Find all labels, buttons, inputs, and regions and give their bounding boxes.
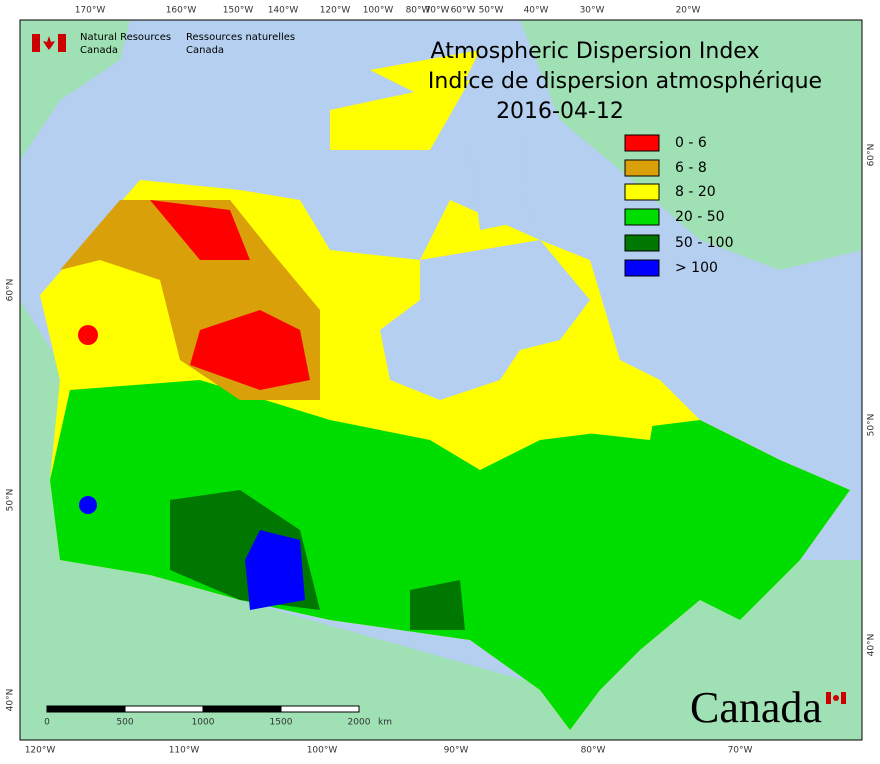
graticule-label: 170°W <box>75 6 106 16</box>
scale-unit: km <box>378 718 392 728</box>
graticule-label: 60°W <box>451 6 476 16</box>
graticule-label: 60°N <box>867 144 877 167</box>
legend-label: 0 - 6 <box>675 135 707 151</box>
legend-label: 6 - 8 <box>675 160 707 176</box>
legend-label: 20 - 50 <box>675 209 725 225</box>
logo <box>32 34 66 52</box>
scale-label: 500 <box>116 718 133 728</box>
legend-swatch <box>624 134 660 152</box>
graticule-label: 140°W <box>268 6 299 16</box>
graticule-label: 120°W <box>320 6 351 16</box>
legend-swatch <box>624 259 660 277</box>
graticule-label: 50°N <box>867 414 877 437</box>
graticule-label: 40°W <box>524 6 549 16</box>
scale-label: 2000 <box>348 718 371 728</box>
legend-swatch <box>624 159 660 177</box>
frame <box>19 19 863 741</box>
legend-swatch <box>624 183 660 201</box>
graticule-label: 50°N <box>6 489 16 512</box>
graticule-label: 60°N <box>6 279 16 302</box>
scale-label: 1000 <box>192 718 215 728</box>
legend-label: > 100 <box>675 260 718 276</box>
map-title: Atmospheric Dispersion Index <box>431 39 760 64</box>
canada-index <box>40 50 850 730</box>
legend-label: 8 - 20 <box>675 184 716 200</box>
scale-segment <box>202 705 282 713</box>
legend-label: 50 - 100 <box>675 235 734 251</box>
graticule-label: 40°N <box>867 634 877 657</box>
graticule-label: 100°W <box>307 746 338 756</box>
graticule-label: 80°W <box>406 6 431 16</box>
graticule-label: 30°W <box>580 6 605 16</box>
graticule-label: 80°W <box>581 746 606 756</box>
scale-label: 0 <box>44 718 50 728</box>
scale-segment <box>280 705 360 713</box>
legend-swatch <box>624 208 660 226</box>
graticule-label: 70°W <box>728 746 753 756</box>
graticule-label: 70°W <box>425 6 450 16</box>
graticule-label: 110°W <box>169 746 200 756</box>
graticule-label: 40°N <box>6 689 16 712</box>
graticule-label: 20°W <box>676 6 701 16</box>
legend-swatch <box>624 234 660 252</box>
graticule-label: 90°W <box>444 746 469 756</box>
logo-text: Natural Resources <box>80 32 171 43</box>
logo-text: Canada <box>80 45 118 56</box>
map-title: Indice de dispersion atmosphérique <box>428 69 822 94</box>
graticule-label: 160°W <box>166 6 197 16</box>
graticule-label: 100°W <box>363 6 394 16</box>
graticule-label: 150°W <box>223 6 254 16</box>
logo-text: Ressources naturelles <box>186 32 295 43</box>
graticule-label: 50°W <box>479 6 504 16</box>
scale-segment <box>46 705 126 713</box>
wordmark-flag <box>826 692 846 704</box>
map-title: 2016-04-12 <box>496 99 624 124</box>
wordmark: Canada <box>690 683 822 732</box>
logo-text: Canada <box>186 45 224 56</box>
graticule-label: 120°W <box>25 746 56 756</box>
scale-segment <box>124 705 204 713</box>
scale-label: 1500 <box>270 718 293 728</box>
water <box>380 130 590 400</box>
